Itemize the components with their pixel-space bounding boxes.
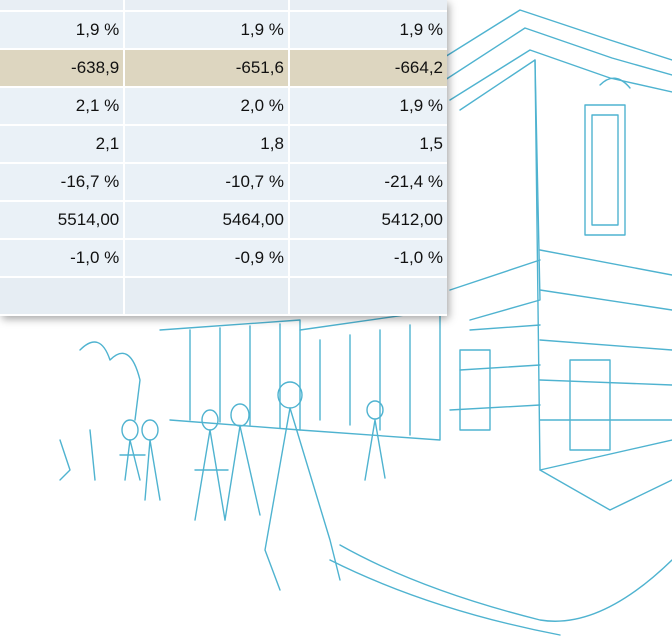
table-cell: 1,9 %	[0, 10, 125, 49]
table-row: 5514,00 5464,00 5412,00	[0, 200, 447, 239]
table-cell: 1,8	[123, 124, 289, 163]
table-cell: 2,0 %	[123, 86, 289, 125]
table-cell: 1,9 %	[287, 10, 447, 49]
table-row: -1,0 % -0,9 % -1,0 %	[0, 238, 447, 277]
table-cell: 1,9 %	[123, 10, 289, 49]
table-cell: 5514,00	[0, 200, 125, 239]
table-cell: 2,1 %	[0, 86, 125, 125]
table-row: 2,1 % 2,0 % 1,9 %	[0, 86, 447, 125]
table-cell: -10,7 %	[123, 162, 289, 201]
table-cell: -21,4 %	[287, 162, 447, 201]
column-divider	[288, 0, 290, 10]
table-cell: -16,7 %	[0, 162, 125, 201]
table-row: -16,7 % -10,7 % -21,4 %	[0, 162, 447, 201]
empty-row	[0, 276, 447, 314]
empty-cell	[287, 276, 447, 314]
data-panel: 1,9 % 1,9 % 1,9 % -638,9 -651,6 -664,2 2,1 % 2,…	[0, 0, 447, 316]
data-table: 1,9 % 1,9 % 1,9 % -638,9 -651,6 -664,2 2,1 % 2,…	[0, 10, 447, 314]
table-cell: -651,6	[123, 48, 289, 87]
header-strip	[0, 0, 447, 10]
empty-cell	[0, 276, 125, 314]
table-cell: 5464,00	[123, 200, 289, 239]
table-cell: 2,1	[0, 124, 125, 163]
table-cell: -664,2	[287, 48, 447, 87]
table-row: -638,9 -651,6 -664,2	[0, 48, 447, 87]
table-cell: 5412,00	[287, 200, 447, 239]
table-row: 2,1 1,8 1,5	[0, 124, 447, 163]
table-row: 1,9 % 1,9 % 1,9 %	[0, 10, 447, 49]
column-divider	[123, 0, 125, 10]
table-cell: -0,9 %	[123, 238, 289, 277]
table-cell: 1,9 %	[287, 86, 447, 125]
table-cell: 1,5	[287, 124, 447, 163]
empty-cell	[123, 276, 289, 314]
table-cell: -638,9	[0, 48, 125, 87]
table-cell: -1,0 %	[0, 238, 125, 277]
table-cell: -1,0 %	[287, 238, 447, 277]
